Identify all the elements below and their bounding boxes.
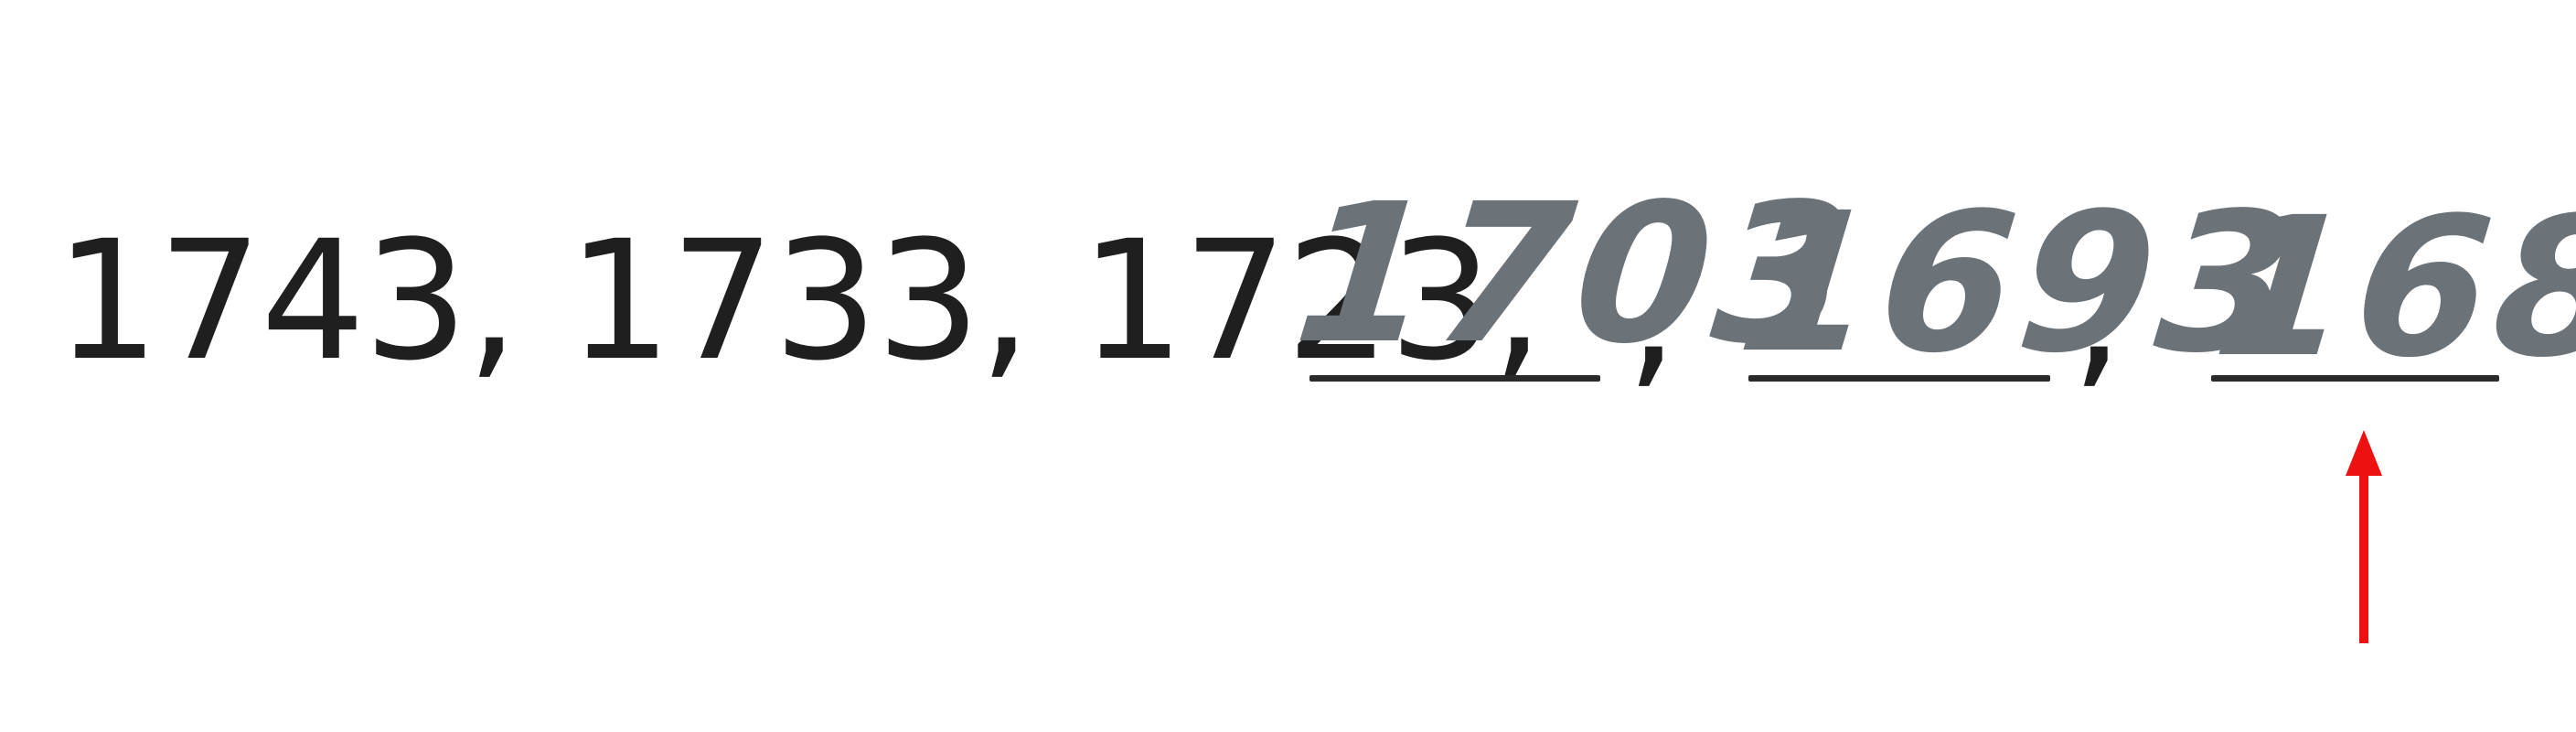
term-2: 1733	[567, 206, 981, 397]
term-1: 1743	[55, 206, 468, 397]
handwritten-answer-3: 1683	[2206, 176, 2576, 400]
comma: ,	[1626, 215, 1679, 406]
red-arrow-icon	[2346, 430, 2382, 643]
answer-blank-3	[2211, 375, 2499, 382]
comma: ,	[466, 206, 518, 397]
answer-blank-2	[1748, 375, 2050, 382]
answer-blank-1	[1309, 375, 1600, 382]
comma: ,	[2071, 215, 2124, 406]
term-3: 1723	[1080, 206, 1493, 397]
comma: ,	[978, 206, 1031, 397]
given-terms: 1743, 1733, 1723,	[55, 220, 1544, 384]
comma: ,	[1491, 206, 1544, 397]
